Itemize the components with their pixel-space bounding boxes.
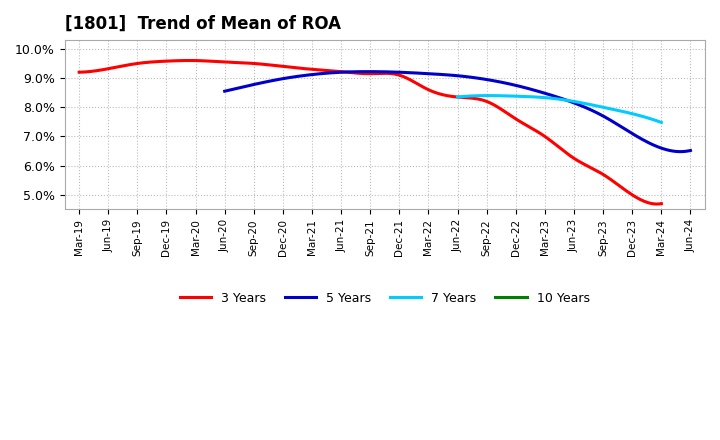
5 Years [507, 82, 516, 87]
7 Years [626, 110, 634, 116]
7 Years [657, 120, 666, 125]
7 Years [484, 93, 492, 98]
5 Years [677, 149, 685, 154]
3 Years [567, 154, 576, 160]
3 Years [605, 176, 613, 181]
7 Years [454, 95, 462, 100]
3 Years [433, 91, 442, 96]
7 Years [639, 114, 647, 119]
5 Years [222, 88, 230, 93]
5 Years [498, 80, 506, 85]
Line: 7 Years: 7 Years [458, 95, 662, 122]
3 Years [423, 87, 432, 92]
5 Years [686, 148, 695, 153]
7 Years [575, 100, 584, 105]
Line: 5 Years: 5 Years [225, 72, 690, 152]
3 Years [421, 86, 430, 91]
3 Years [657, 201, 666, 206]
7 Years [454, 94, 462, 99]
5 Years [614, 123, 623, 128]
Legend: 3 Years, 5 Years, 7 Years, 10 Years: 3 Years, 5 Years, 7 Years, 10 Years [175, 287, 595, 310]
3 Years [653, 202, 662, 207]
Line: 3 Years: 3 Years [79, 60, 662, 204]
Text: [1801]  Trend of Mean of ROA: [1801] Trend of Mean of ROA [65, 15, 341, 33]
5 Years [364, 69, 372, 74]
5 Years [644, 140, 653, 145]
5 Years [499, 80, 508, 85]
7 Years [579, 100, 588, 106]
3 Years [75, 70, 84, 75]
3 Years [186, 58, 194, 63]
7 Years [575, 100, 583, 105]
5 Years [220, 88, 229, 94]
3 Years [77, 70, 86, 75]
